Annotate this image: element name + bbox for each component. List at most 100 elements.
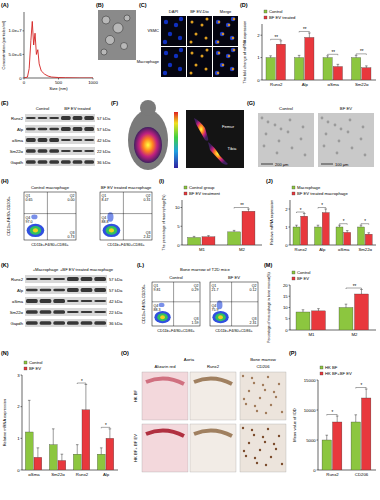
error-bar [326,56,329,58]
nucleus [226,54,230,58]
cell [267,376,269,378]
mouse-body [128,110,168,170]
cell [278,140,281,143]
signal [201,55,204,58]
significance: * [105,423,107,428]
y-tick [21,375,23,376]
band [81,277,93,281]
bar [344,232,351,245]
y-tick-label: 1 [17,436,20,441]
histology-image [240,424,286,472]
band [67,300,79,302]
quadrant-value: 1.59 [192,321,199,325]
band [67,277,79,281]
bar [58,461,66,471]
band [40,289,52,292]
column-label: Control [279,106,293,111]
y-tick [289,285,291,286]
flow-title: Bone marrow of T2D mice [180,267,230,272]
cell [304,154,307,157]
plot-title: BF EV [228,275,240,280]
error-bar [193,236,196,237]
significance: * [300,208,302,213]
figure: (A)(B)(C)(D)(E)(F)(G)(H)(I)(J)(K)(L)(M)(… [0,0,380,500]
y-tick-label: 0 [285,243,288,248]
cell [273,391,275,393]
density [27,224,45,237]
error-bar [207,236,210,237]
category-label: Alp [302,82,309,87]
nucleus [216,20,220,24]
bar [276,44,285,80]
cell [254,405,256,407]
panel-label: (J) [266,178,273,184]
size-label: 22 kDa [109,310,123,315]
signal [233,49,236,52]
error-bar [109,429,112,439]
band [94,321,106,325]
y-axis-label: Relative mRNA expression [270,200,274,245]
category-label: M2 [239,247,246,252]
category-label: M2 [352,332,359,337]
y-tick-label: 1 [285,225,288,230]
band [53,310,65,314]
micrograph [161,47,186,77]
blot-strip [25,308,107,316]
cell [281,411,283,413]
cell [276,152,279,155]
signal [163,40,167,44]
micrograph [161,16,186,46]
legend-swatch [292,186,295,189]
band [73,150,83,152]
cell [256,462,258,464]
scale-bar [321,164,333,165]
density [159,303,165,307]
band [26,289,38,292]
signal [174,54,178,58]
cell [275,448,277,450]
band [26,299,38,303]
category-label: αSma [28,472,40,477]
cell [254,457,256,459]
histology-image [190,372,236,420]
y-tick-label: 10 [283,305,288,310]
error-bar [355,55,358,57]
panel-label: (I) [159,178,164,184]
y-tick-label: 2 [285,207,288,212]
category-label: CD206 [355,472,369,477]
band [38,149,48,153]
bar [301,216,308,245]
y-tick-label: 5000 [306,438,316,443]
y-tick-label: 0 [257,78,260,83]
histology-image [142,424,188,472]
quadrant-value: 21.7 [212,288,219,292]
cell [360,138,363,141]
panel-label: (E) [1,100,9,106]
mouse-head [140,100,156,116]
density [106,226,117,235]
vessel-wall [194,430,232,436]
y-axis-label: CD11b+F4/80+CD206+ [7,195,11,235]
cell [351,147,354,150]
vesicle [121,43,128,50]
gate [210,301,258,302]
band [67,311,79,313]
quadrant-value: 0.00 [68,198,75,202]
bone-label: Femur [222,124,235,129]
error-bar [324,209,327,213]
band [84,116,94,120]
plot-title: BF EV treated macrophage [101,185,152,190]
significance: ** [303,27,307,32]
y-tick [289,296,291,297]
column-label: CD206 [256,364,270,369]
vessel-wall [194,378,232,384]
signal [163,71,167,75]
quadrant-value: 9.81 [154,288,161,292]
legend-label: BF EV [29,366,41,371]
bar [362,398,371,470]
femur [194,118,208,141]
cell [278,435,280,437]
band [73,139,83,141]
size-label: 57 kDa [97,127,111,132]
y-tick [23,78,25,79]
